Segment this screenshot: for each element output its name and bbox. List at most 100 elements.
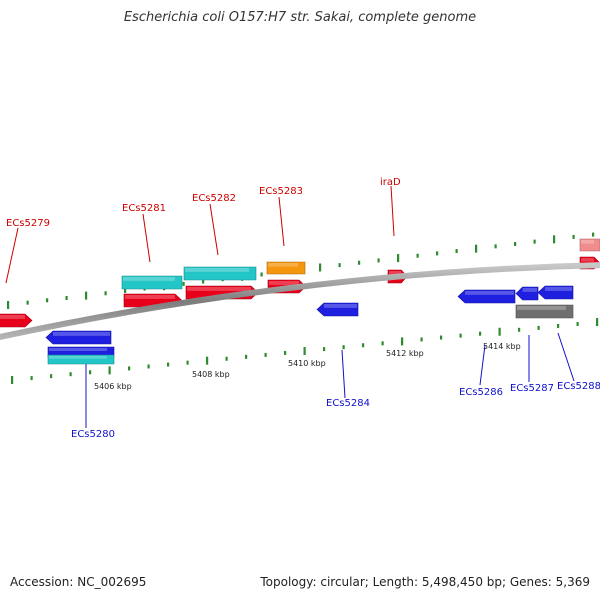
tick-mark: [553, 235, 556, 244]
tick-mark: [572, 234, 575, 239]
label-connector: [278, 196, 285, 247]
scale-label: 5410 kbp: [288, 359, 326, 368]
tick-mark: [557, 323, 560, 328]
label-connector: [341, 349, 346, 399]
scale-label: 5412 kbp: [386, 349, 424, 358]
tick-mark: [518, 327, 521, 332]
gene-label: ECs5286: [459, 387, 503, 398]
tick-mark: [479, 331, 482, 336]
gene-label: ECs5283: [259, 186, 303, 197]
tick-mark: [11, 376, 14, 384]
scale-label: 5408 kbp: [192, 370, 230, 379]
tick-mark: [245, 354, 248, 359]
tick-mark: [89, 370, 92, 375]
tick-mark: [7, 301, 10, 309]
tick-mark: [186, 360, 189, 365]
tick-mark: [284, 350, 287, 355]
tick-mark: [596, 318, 599, 327]
gene-ecs5287: [515, 286, 539, 301]
tick-mark: [436, 251, 439, 256]
gene-ecs5280: [45, 330, 112, 345]
tick-mark: [167, 362, 170, 367]
gene-ecs5279: [0, 313, 33, 328]
tick-mark: [498, 327, 501, 336]
tick-mark: [416, 253, 419, 258]
gene-label: ECs5284: [326, 398, 370, 409]
tick-mark: [592, 232, 595, 237]
scale-label: 5414 kbp: [483, 342, 521, 351]
tick-mark: [323, 347, 326, 352]
scale-label: 5406 kbp: [94, 382, 132, 391]
label-connector: [209, 203, 219, 256]
gene-ecs5286: [457, 289, 516, 304]
tick-mark: [147, 364, 150, 369]
tick-mark: [475, 244, 478, 253]
label-connector: [479, 344, 486, 386]
tick-mark: [576, 322, 579, 327]
topology-text: Topology: circular; Length: 5,498,450 bp…: [260, 575, 590, 589]
tick-mark: [420, 337, 423, 342]
gene-label: ECs5288: [557, 381, 600, 392]
tick-mark: [124, 288, 127, 293]
tick-mark: [362, 343, 365, 348]
tick-mark: [46, 298, 49, 303]
tick-mark: [440, 335, 443, 340]
tick-mark: [69, 372, 72, 377]
tick-mark: [377, 258, 380, 263]
label-connector: [390, 185, 395, 237]
inner-tick-marks: [11, 318, 599, 384]
tick-mark: [459, 333, 462, 338]
tick-mark: [206, 356, 209, 365]
genome-backbone: [0, 262, 600, 341]
tick-mark: [381, 341, 384, 346]
gene-label: ECs5287: [510, 383, 554, 394]
tick-mark: [401, 337, 404, 346]
tick-mark: [303, 347, 306, 356]
map-title: Escherichia coli O157:H7 str. Sakai, com…: [123, 10, 477, 25]
tick-mark: [202, 279, 205, 284]
tick-mark: [397, 254, 400, 263]
tick-mark: [455, 249, 458, 254]
tick-mark: [30, 376, 33, 381]
label-connectors: [5, 185, 575, 428]
feature-ecs5287-gray: [515, 304, 574, 319]
tick-mark: [514, 241, 517, 246]
tick-mark: [225, 356, 228, 361]
feature-ecs5280-cyan: [47, 354, 115, 365]
tick-mark: [50, 374, 53, 379]
gene-label: ECs5282: [192, 193, 236, 204]
tick-mark: [128, 366, 131, 371]
gene-label: iraD: [380, 177, 401, 188]
gene-label: ECs5280: [71, 429, 115, 440]
feature-pink: [579, 238, 600, 252]
feature-ecs5281-cyan: [121, 275, 183, 290]
tick-mark: [264, 352, 267, 357]
label-connector: [557, 332, 575, 382]
tick-mark: [108, 366, 111, 375]
gene-labels: ECs5279 ECs5281 ECs5282 ECs5283 iraD ECs5280 E…: [6, 177, 600, 440]
tick-mark: [537, 325, 540, 330]
label-connector: [142, 213, 151, 263]
feature-ecs5282-cyan: [183, 266, 257, 281]
tick-mark: [260, 272, 263, 277]
tick-mark: [182, 281, 185, 286]
tick-mark: [533, 239, 536, 244]
gene-ecs5288: [537, 285, 574, 300]
accession-text: Accession: NC_002695: [10, 575, 147, 589]
tick-mark: [338, 263, 341, 268]
gene-ecs5284: [316, 302, 359, 317]
tick-mark: [104, 291, 107, 296]
gene-label: ECs5281: [122, 203, 166, 214]
tick-mark: [65, 295, 68, 300]
tick-mark: [85, 291, 88, 300]
gene-label: ECs5279: [6, 218, 50, 229]
tick-mark: [26, 300, 29, 305]
scale-labels: 5406 kbp 5408 kbp 5410 kbp 5412 kbp 5414 kbp: [94, 342, 521, 391]
label-connector: [5, 227, 19, 284]
tick-mark: [342, 345, 345, 350]
feature-ecs5283-orange: [266, 261, 306, 275]
tick-mark: [494, 244, 497, 249]
tick-mark: [358, 260, 361, 265]
tick-mark: [319, 263, 322, 272]
